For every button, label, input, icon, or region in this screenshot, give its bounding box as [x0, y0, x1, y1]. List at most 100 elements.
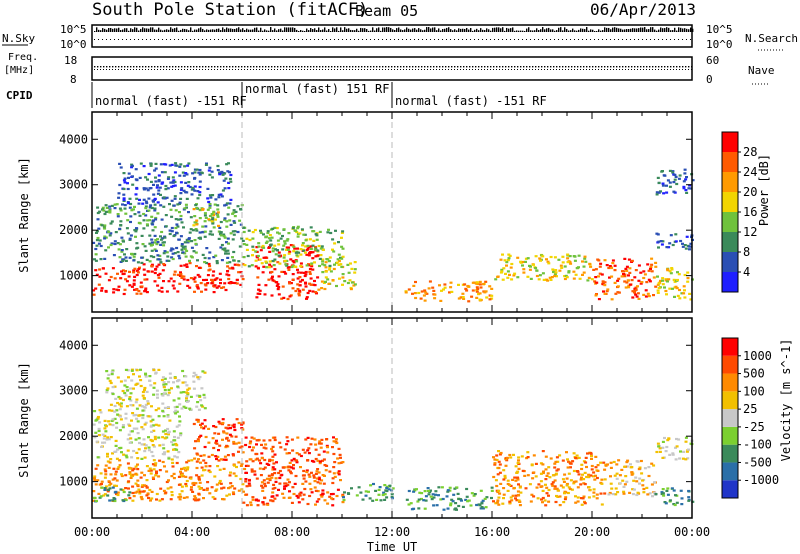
- heatmap-cell: [541, 471, 545, 475]
- nave-sample: [121, 69, 122, 70]
- heatmap-cell: [100, 445, 103, 448]
- nsky-sample: [178, 30, 180, 32]
- heatmap-cell: [153, 438, 157, 441]
- nsearch-sample: [502, 39, 503, 40]
- heatmap-cell: [168, 372, 172, 375]
- heatmap-cell: [412, 490, 416, 493]
- heatmap-cell: [101, 206, 105, 209]
- heatmap-cell: [156, 241, 160, 244]
- heatmap-cell: [446, 507, 450, 510]
- heatmap-cell: [235, 278, 239, 282]
- heatmap-cell: [120, 236, 124, 239]
- heatmap-cell: [646, 493, 650, 496]
- heatmap-cell: [314, 255, 318, 258]
- nsky-sample: [390, 27, 392, 32]
- heatmap-cell: [496, 473, 500, 476]
- heatmap-cell: [580, 497, 583, 500]
- nsearch-sample: [362, 39, 363, 40]
- heatmap-cell: [258, 289, 262, 292]
- heatmap-cell: [327, 282, 331, 285]
- heatmap-cell: [156, 238, 159, 241]
- heatmap-cell: [165, 251, 169, 254]
- nsky-sample: [288, 27, 290, 32]
- nave-sample: [400, 69, 401, 70]
- heatmap-cell: [530, 464, 534, 467]
- heatmap-cell: [440, 486, 444, 489]
- heatmap-cell: [122, 193, 126, 196]
- heatmap-cell: [169, 277, 173, 280]
- heatmap-cell: [227, 181, 231, 184]
- heatmap-cell: [546, 472, 550, 475]
- heatmap-cell: [681, 457, 685, 460]
- nave-sample: [199, 69, 200, 70]
- freq-sample: [646, 66, 648, 68]
- nsky-sample: [372, 27, 374, 32]
- heatmap-cell: [610, 275, 614, 278]
- heatmap-cell: [614, 493, 618, 496]
- freq-sample: [640, 66, 642, 68]
- heatmap-cell: [304, 273, 308, 276]
- heatmap-cell: [97, 227, 101, 230]
- nsky-sample: [136, 27, 138, 32]
- nave-sample: [256, 69, 257, 70]
- heatmap-cell: [244, 464, 248, 467]
- nave-sample: [136, 69, 137, 70]
- heatmap-cell: [133, 229, 137, 232]
- heatmap-cell: [128, 284, 132, 287]
- heatmap-cell: [306, 502, 310, 506]
- heatmap-cell: [167, 457, 171, 460]
- heatmap-cell: [594, 268, 598, 271]
- heatmap-cell: [255, 246, 259, 249]
- nsky-sample: [208, 29, 210, 32]
- heatmap-cell: [513, 476, 517, 479]
- heatmap-cell: [303, 251, 307, 254]
- heatmap-cell: [166, 255, 170, 258]
- heatmap-cell: [554, 460, 558, 463]
- heatmap-cell: [180, 243, 184, 246]
- heatmap-cell: [105, 370, 109, 373]
- heatmap-cell: [610, 266, 614, 270]
- nsky-sample: [402, 30, 404, 32]
- heatmap-cell: [493, 463, 497, 466]
- heatmap-cell: [625, 480, 629, 483]
- heatmap-cell: [232, 220, 236, 223]
- heatmap-cell: [116, 467, 120, 470]
- heatmap-cell: [583, 255, 587, 258]
- heatmap-cell: [603, 478, 607, 481]
- heatmap-cell: [595, 476, 599, 480]
- heatmap-cell: [194, 251, 198, 254]
- heatmap-cell: [306, 244, 310, 247]
- heatmap-cell: [173, 171, 177, 174]
- heatmap-cell: [208, 194, 212, 197]
- nave-sample: [421, 69, 422, 70]
- nave-sample: [295, 69, 296, 70]
- heatmap-cell: [196, 438, 200, 441]
- nsky-sample: [586, 27, 588, 32]
- heatmap-cell: [154, 474, 158, 477]
- heatmap-cell: [496, 490, 500, 494]
- heatmap-cell: [508, 273, 511, 276]
- heatmap-cell: [138, 375, 141, 378]
- heatmap-cell: [553, 485, 557, 488]
- nsearch-sample: [638, 39, 639, 40]
- colorbar-segment: [722, 480, 738, 498]
- heatmap-cell: [97, 429, 101, 433]
- heatmap-cell: [106, 377, 110, 380]
- heatmap-cell: [457, 283, 460, 286]
- heatmap-cell: [595, 293, 598, 296]
- heatmap-cell: [507, 257, 511, 260]
- heatmap-cell: [179, 235, 183, 238]
- nave-sample: [586, 69, 587, 70]
- nsky-sample: [520, 30, 522, 32]
- heatmap-cell: [304, 239, 308, 242]
- heatmap-cell: [182, 391, 186, 394]
- heatmap-cell: [132, 449, 136, 453]
- heatmap-cell: [167, 388, 171, 391]
- heatmap-cell: [151, 220, 155, 223]
- heatmap-cell: [191, 482, 195, 485]
- heatmap-cell: [261, 244, 265, 248]
- heatmap-cell: [170, 163, 174, 166]
- heatmap-cell: [225, 436, 229, 439]
- heatmap-cell: [129, 399, 133, 402]
- heatmap-cell: [448, 291, 451, 294]
